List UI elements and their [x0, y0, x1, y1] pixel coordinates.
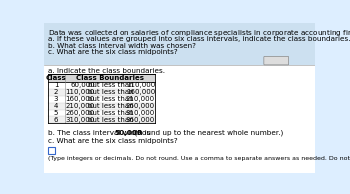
Text: but less than: but less than: [88, 110, 133, 116]
Bar: [44, 23, 315, 66]
Text: ...: ...: [273, 58, 280, 64]
Text: 5: 5: [54, 110, 58, 116]
Text: 210,000: 210,000: [66, 103, 95, 109]
Bar: [44, 65, 315, 173]
Text: (Type integers or decimals. Do not round. Use a comma to separate answers as nee: (Type integers or decimals. Do not round…: [48, 156, 350, 161]
Text: Class: Class: [46, 75, 66, 81]
Text: 110,000: 110,000: [126, 82, 155, 88]
Text: 60,000: 60,000: [70, 82, 95, 88]
Text: 160,000: 160,000: [66, 96, 95, 102]
Text: but less than: but less than: [88, 117, 133, 123]
Text: 1: 1: [54, 82, 58, 88]
Text: 110,000: 110,000: [66, 89, 95, 95]
Bar: [48, 74, 155, 82]
Text: 360,000: 360,000: [126, 117, 155, 123]
Text: c. What are the six class midpoints?: c. What are the six class midpoints?: [48, 138, 177, 144]
Text: a. Indicate the class boundaries.: a. Indicate the class boundaries.: [48, 68, 164, 74]
Text: 260,000: 260,000: [126, 103, 155, 109]
Text: but less than: but less than: [88, 82, 133, 88]
Text: but less than: but less than: [88, 103, 133, 109]
Text: b. The class interval width is: b. The class interval width is: [48, 130, 155, 136]
Text: 4: 4: [54, 103, 58, 109]
Text: 310,000: 310,000: [66, 117, 95, 123]
Text: Class Boundaries: Class Boundaries: [76, 75, 144, 81]
Text: Data was collected on salaries of compliance specialists in corporate accounting: Data was collected on salaries of compli…: [48, 27, 350, 38]
Bar: [48, 116, 155, 123]
FancyBboxPatch shape: [264, 56, 289, 65]
Text: 50,000: 50,000: [114, 130, 142, 136]
Text: a. If these values are grouped into six class intervals, indicate the class boun: a. If these values are grouped into six …: [48, 36, 350, 42]
Text: but less than: but less than: [88, 89, 133, 95]
Text: 6: 6: [54, 117, 58, 123]
Bar: [48, 147, 55, 154]
Bar: [48, 82, 155, 89]
Bar: [48, 96, 155, 103]
Text: 310,000: 310,000: [126, 110, 155, 116]
Text: (Round up to the nearest whole number.): (Round up to the nearest whole number.): [130, 130, 283, 136]
Text: b. What class interval width was chosen?: b. What class interval width was chosen?: [48, 42, 196, 48]
Text: 2: 2: [54, 89, 58, 95]
Text: but less than: but less than: [88, 96, 133, 102]
Bar: [48, 89, 155, 96]
Text: 160,000: 160,000: [126, 89, 155, 95]
Text: 260,000: 260,000: [66, 110, 95, 116]
Text: c. What are the six class midpoints?: c. What are the six class midpoints?: [48, 49, 177, 55]
Text: 210,000: 210,000: [126, 96, 155, 102]
Bar: [48, 110, 155, 116]
Bar: [48, 103, 155, 110]
Text: 3: 3: [54, 96, 58, 102]
